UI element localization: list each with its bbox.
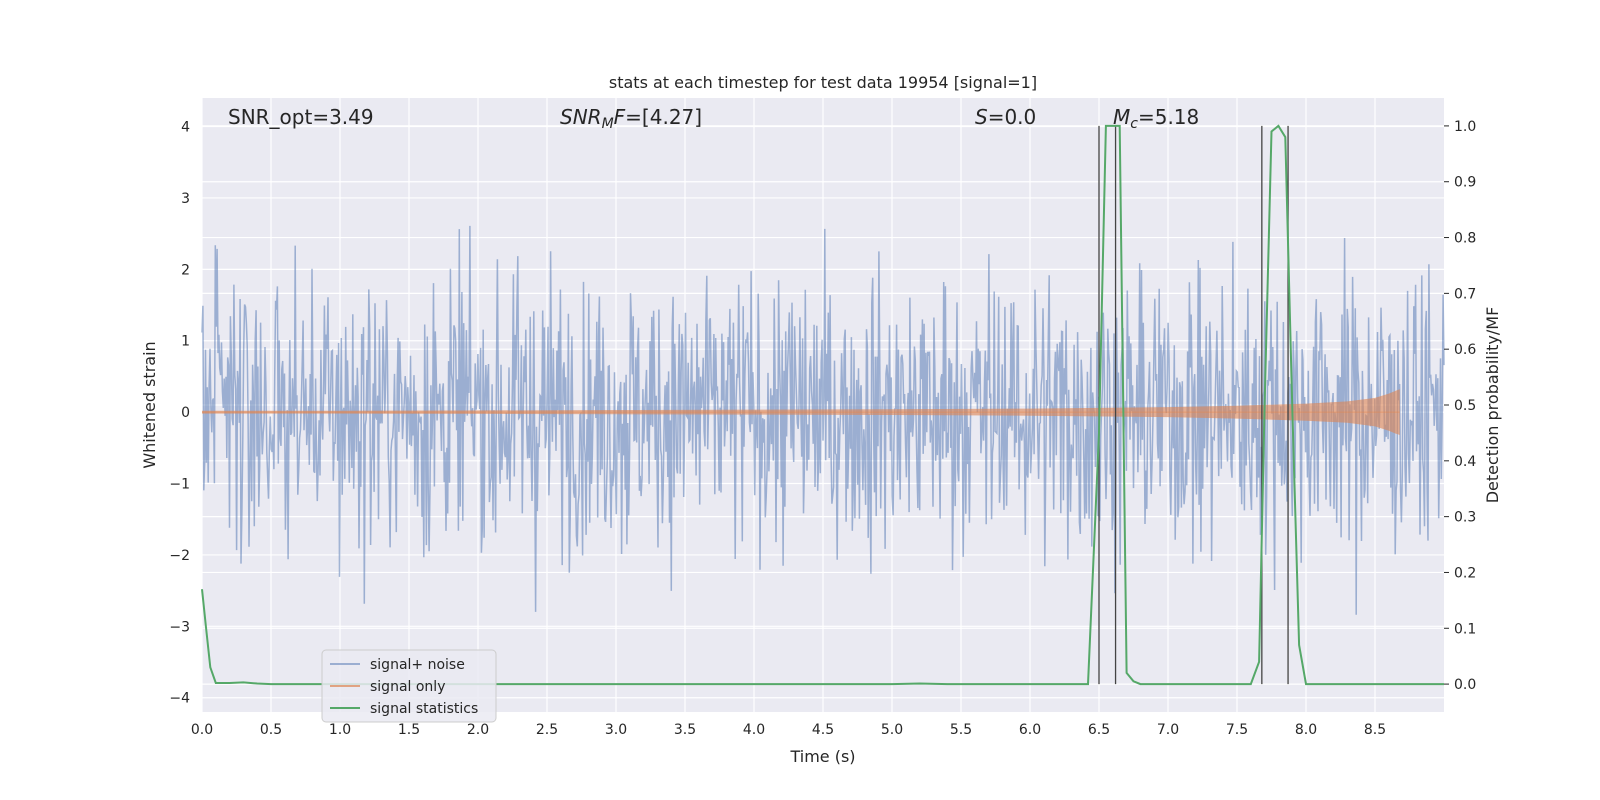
x-tick-label: 4.5: [812, 722, 834, 738]
x-tick-label: 8.0: [1295, 722, 1317, 738]
y-left-tick-label: −4: [169, 691, 190, 707]
x-tick-label: 0.5: [260, 722, 282, 738]
y-right-tick-labels: 1.0 0.9 0.8 0.7 0.6 0.5 0.4 0.3 0.2 0.1 0.0: [1444, 119, 1476, 693]
snr-mf-value: =[4.27]: [625, 105, 702, 129]
y-right-tick-label: 0.4: [1454, 454, 1476, 470]
x-tick-label: 1.5: [398, 722, 420, 738]
legend-box: [321, 649, 497, 723]
x-tick-label: 7.5: [1226, 722, 1248, 738]
y-left-tick-labels: 4 3 2 1 0 −1 −2 −3 −4: [169, 120, 190, 707]
x-tick-label: 5.5: [950, 722, 972, 738]
y-left-tick-label: 2: [181, 262, 190, 278]
signal-noise-series: [201, 225, 1445, 615]
mc-annotation: Mc=5.18: [1113, 105, 1199, 132]
snr-mf-symbol: SNR: [560, 105, 602, 129]
y-left-tick-label: −1: [169, 477, 190, 493]
x-tick-label: 6.5: [1088, 722, 1110, 738]
legend: signal+ noise signal only signal statist…: [321, 649, 497, 723]
x-tick-label: 3.0: [605, 722, 627, 738]
y-left-tick-label: −3: [169, 619, 190, 635]
x-tick-label: 1.0: [329, 722, 351, 738]
y-right-tick-label: 0.6: [1454, 342, 1476, 358]
y-right-tick-label: 0.3: [1454, 510, 1476, 526]
signal-only-series: [202, 389, 1400, 435]
snr-mf-suffix: F: [614, 105, 626, 129]
y-axis-label-left: Whitened strain: [140, 341, 159, 468]
s-value: =0.0: [988, 105, 1037, 129]
x-tick-label: 2.5: [536, 722, 558, 738]
signal-statistics-line: [201, 124, 1444, 686]
signal-noise-line: [201, 225, 1445, 615]
mc-value: =5.18: [1138, 105, 1199, 129]
y-right-tick-label: 0.2: [1454, 565, 1476, 581]
x-tick-label: 0.0: [191, 722, 213, 738]
x-tick-label: 8.5: [1364, 722, 1386, 738]
x-tick-label: 3.5: [674, 722, 696, 738]
legend-label-signal-statistics: signal statistics: [370, 701, 478, 717]
x-tick-label: 2.0: [467, 722, 489, 738]
signal-statistics-series: [201, 124, 1444, 686]
x-tick-label: 6.0: [1019, 722, 1041, 738]
x-tick-label: 4.0: [743, 722, 765, 738]
x-axis-label: Time (s): [789, 747, 855, 766]
snr-opt-annotation: SNR_opt=3.49: [228, 105, 374, 129]
x-tick-label: 5.0: [881, 722, 903, 738]
x-tick-labels: 0.0 0.5 1.0 1.5 2.0 2.5 3.0 3.5 4.0 4.5 5.0 5.5 6.0 6…: [191, 722, 1386, 738]
y-right-tick-label: 0.9: [1454, 175, 1476, 191]
y-right-tick-label: 0.8: [1454, 231, 1476, 247]
y-right-tick-label: 0.1: [1454, 621, 1476, 637]
y-left-tick-label: 1: [181, 334, 190, 350]
y-left-tick-label: 0: [181, 405, 190, 421]
x-tick-label: 7.0: [1157, 722, 1179, 738]
y-right-tick-label: 1.0: [1454, 119, 1476, 135]
snr-mf-subscript: M: [602, 116, 614, 132]
chart-title: stats at each timestep for test data 199…: [609, 73, 1037, 92]
mc-symbol: M: [1113, 105, 1130, 129]
mc-subscript: c: [1130, 116, 1138, 132]
y-axis-label-right: Detection probability/MF: [1483, 307, 1502, 504]
y-left-tick-label: 3: [181, 191, 190, 207]
legend-label-signal-only: signal only: [370, 679, 445, 695]
s-symbol: S: [975, 105, 988, 129]
y-left-tick-label: −2: [169, 548, 190, 564]
y-right-tick-label: 0.5: [1454, 398, 1476, 414]
legend-label-signal-noise: signal+ noise: [370, 657, 465, 673]
s-annotation: S=0.0: [975, 105, 1036, 129]
snr-mf-annotation: SNRMF=[4.27]: [560, 105, 702, 132]
y-right-tick-label: 0.7: [1454, 286, 1476, 302]
y-right-tick-label: 0.0: [1454, 677, 1476, 693]
y-left-tick-label: 4: [181, 120, 190, 136]
